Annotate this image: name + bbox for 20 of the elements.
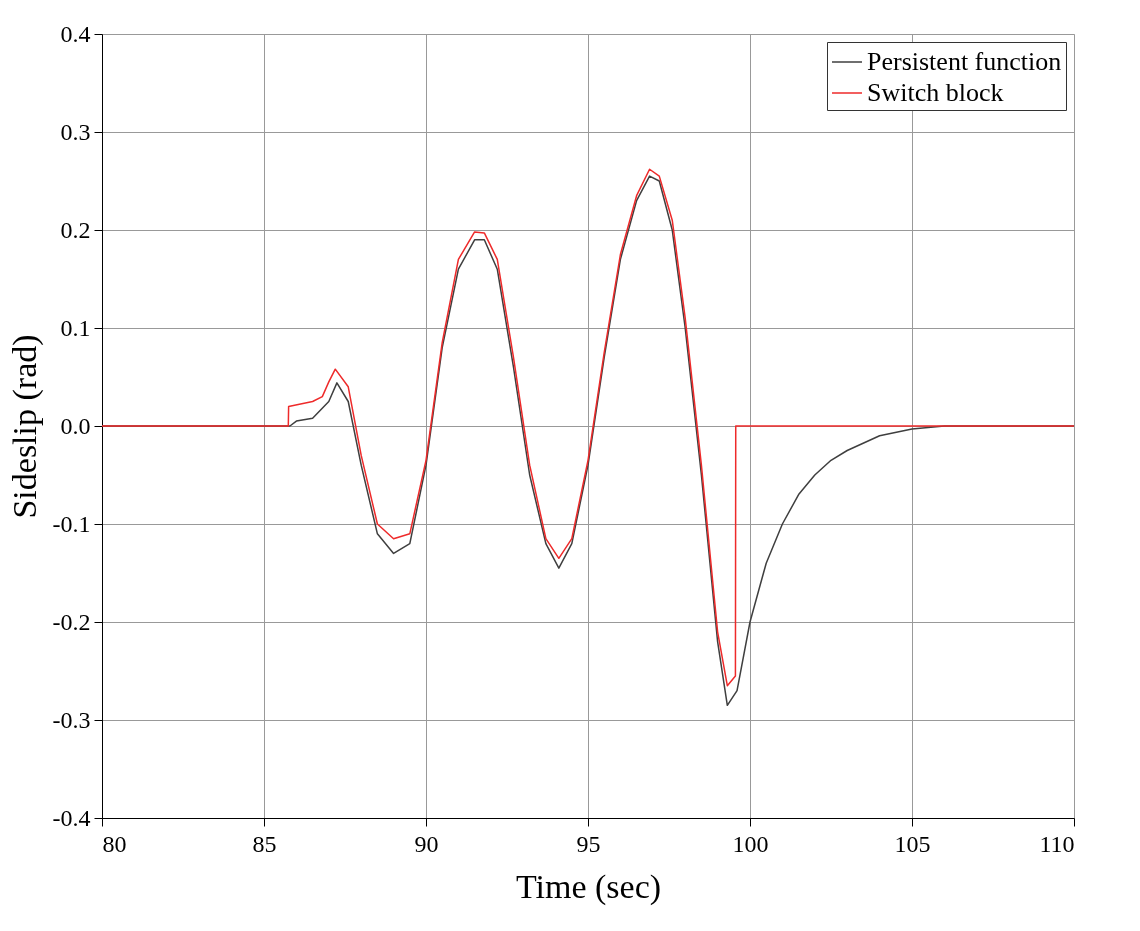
y-tick-label: 0.1 [60,314,91,341]
y-tick-label: -0.4 [52,804,91,831]
legend-label: Switch block [867,78,1004,107]
x-tick-label: 100 [732,830,769,857]
x-tick-label: 105 [894,830,931,857]
x-tick-label: 90 [414,830,439,857]
x-tick-label: 95 [576,830,601,857]
y-tick-label: 0.0 [60,412,91,439]
legend-label: Persistent function [867,47,1062,76]
y-tick-label: 0.4 [60,20,91,47]
y-tick-label: -0.2 [52,608,91,635]
x-tick-label: 110 [1039,830,1075,857]
y-axis-title: Sideslip (rad) [5,334,44,519]
y-tick-label: 0.3 [60,118,91,145]
x-tick-label: 80 [102,830,127,857]
y-tick-label: 0.2 [60,216,91,243]
y-tick-label: -0.1 [52,510,91,537]
x-axis-title: Time (sec) [515,867,662,906]
y-tick-label: -0.3 [52,706,91,733]
x-tick-label: 85 [252,830,277,857]
